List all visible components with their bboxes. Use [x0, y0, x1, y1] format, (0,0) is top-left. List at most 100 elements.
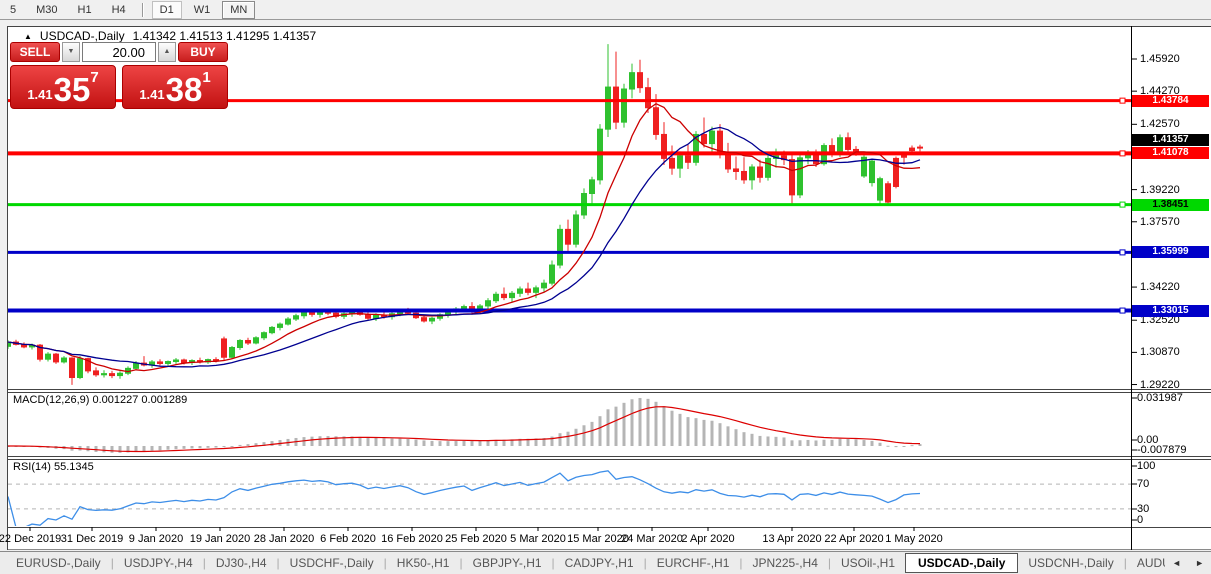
- horizontal-level-lines: [8, 97, 1131, 314]
- price-axis-tick: 1.32520: [1140, 314, 1180, 327]
- timeframe-button-5[interactable]: 5: [10, 3, 17, 16]
- date-axis-label: 9 Jan 2020: [128, 533, 184, 545]
- tab-scroll-left-icon[interactable]: ◄: [1172, 558, 1182, 568]
- price-tag-1.41357: 1.41357: [1132, 133, 1209, 146]
- chart-tab-eurusd-daily[interactable]: EURUSD-,Daily: [16, 556, 101, 570]
- price-axis-tick: 1.34220: [1140, 281, 1180, 294]
- buy-price-pip: 1: [202, 69, 211, 86]
- date-axis-label: 6 Feb 2020: [320, 533, 376, 545]
- date-axis-label: 15 Mar 2020: [567, 533, 629, 545]
- chart-canvas: [7, 26, 1211, 550]
- tab-separator: |: [276, 556, 280, 570]
- toolbar-separator: [141, 2, 144, 17]
- date-axis-label: 5 Mar 2020: [510, 533, 566, 545]
- date-axis-label: 22 Apr 2020: [824, 533, 884, 545]
- price-axis-tick: 1.45920: [1140, 53, 1180, 65]
- date-axis-label: 19 Jan 2020: [189, 533, 251, 545]
- volume-input[interactable]: [82, 42, 156, 62]
- volume-decrease-button[interactable]: ▼: [62, 42, 80, 62]
- date-axis-label: 16 Feb 2020: [381, 533, 443, 545]
- rsi-line: [8, 470, 921, 526]
- tab-separator: |: [551, 556, 555, 570]
- timeframe-button-m30[interactable]: M30: [36, 3, 58, 16]
- timeframe-toolbar: 5 M30 H1 H4 D1 W1 MN: [0, 0, 1211, 20]
- tab-separator: |: [202, 556, 206, 570]
- chart-ohlc-values: 1.41342 1.41513 1.41295 1.41357: [132, 29, 317, 43]
- tab-scroll-arrows: ◄ ►: [1165, 555, 1211, 571]
- price-axis-tick: 1.44270: [1140, 85, 1180, 98]
- sell-price-pip: 7: [90, 69, 99, 86]
- timeframe-button-h4[interactable]: H4: [111, 3, 126, 16]
- date-axis-label: 13 Apr 2020: [762, 533, 822, 545]
- panel-frame: [7, 26, 1211, 550]
- volume-increase-button[interactable]: ▲: [158, 42, 176, 62]
- timeframe-button-h1[interactable]: H1: [77, 3, 92, 16]
- price-axis-tick: 1.37570: [1140, 215, 1180, 228]
- price-tag-1.35999: 1.35999: [1132, 246, 1209, 259]
- macd-signal-line: [8, 406, 921, 453]
- timeframe-button-mn[interactable]: MN: [222, 0, 256, 19]
- buy-button[interactable]: BUY: [178, 42, 228, 62]
- sell-price-tile[interactable]: 1.41 35 7: [10, 65, 116, 109]
- date-axis-label: 31 Dec 2019: [60, 533, 124, 545]
- price-axis-tick: 1.30870: [1140, 346, 1180, 359]
- collapse-chart-icon[interactable]: ▲: [24, 31, 32, 41]
- price-axis-tick: 1.29220: [1140, 378, 1180, 391]
- price-tag-1.43784: 1.43784: [1132, 94, 1209, 107]
- timeframe-button-w1[interactable]: W1: [193, 3, 211, 16]
- chart-symbol-period: USDCAD-,Daily: [39, 29, 125, 43]
- chart-tab-cadjpy-h1[interactable]: CADJPY-,H1: [564, 556, 634, 570]
- price-tag-1.41078: 1.41078: [1132, 147, 1209, 160]
- rsi-axis-tick: 100: [1137, 460, 1156, 472]
- macd-axis-tick: 0.00: [1137, 434, 1159, 446]
- rsi-axis-tick: 0: [1137, 514, 1144, 526]
- tab-separator: |: [459, 556, 463, 570]
- tab-separator: |: [739, 556, 743, 570]
- chart-tab-audus[interactable]: AUDUS: [1136, 556, 1165, 570]
- chart-tab-gbpjpy-h1[interactable]: GBPJPY-,H1: [472, 556, 542, 570]
- buy-price-prefix: 1.41: [139, 87, 165, 102]
- macd-axis-tick: 0.031987: [1137, 392, 1183, 404]
- chart-tab-eurchf-h1[interactable]: EURCHF-,H1: [656, 556, 730, 570]
- tab-separator: |: [1123, 556, 1127, 570]
- chart-tab-usoil-h1[interactable]: USOil-,H1: [841, 556, 896, 570]
- date-axis-label: 25 Feb 2020: [445, 533, 507, 545]
- chart-tab-dj30-h4[interactable]: DJ30-,H4: [215, 556, 267, 570]
- one-click-trade-panel: SELL ▼ ▲ BUY 1.41 35 7 1.41 38 1: [10, 42, 228, 109]
- chart-tab-jpn225-h4[interactable]: JPN225-,H4: [752, 556, 818, 570]
- price-axis-tick: 1.39220: [1140, 183, 1180, 196]
- tab-separator: |: [110, 556, 114, 570]
- rsi-indicator-label: RSI(14) 55.1345: [13, 461, 94, 473]
- price-axis-tick: 1.42570: [1140, 118, 1180, 131]
- chart-tabs: EURUSD-,Daily | USDJPY-,H4 | DJ30-,H4 | USDCHF…: [6, 553, 1165, 573]
- date-axis-label: 28 Jan 2020: [253, 533, 315, 545]
- timeframe-button-d1[interactable]: D1: [151, 0, 182, 19]
- price-tag-1.38451: 1.38451: [1132, 198, 1209, 211]
- date-axis-label: 22 Dec 2019: [0, 533, 62, 545]
- rsi-level-lines: [8, 483, 1131, 510]
- chart-tab-usdchf-daily[interactable]: USDCHF-,Daily: [289, 556, 374, 570]
- date-axis-label: 2 Apr 2020: [681, 533, 735, 545]
- tab-separator: |: [643, 556, 647, 570]
- chart-tab-usdcnh-daily[interactable]: USDCNH-,Daily: [1028, 556, 1114, 570]
- chart-tab-usdcad-daily[interactable]: USDCAD-,Daily: [905, 553, 1019, 573]
- buy-price-tile[interactable]: 1.41 38 1: [122, 65, 228, 109]
- macd-histogram: [8, 397, 922, 453]
- macd-indicator-label: MACD(12,26,9) 0.001227 0.001289: [13, 394, 188, 406]
- tab-scroll-right-icon[interactable]: ►: [1195, 558, 1204, 568]
- date-axis-label: 24 Mar 2020: [621, 533, 683, 545]
- chart-tab-hk50-h1[interactable]: HK50-,H1: [396, 556, 450, 570]
- chart-tab-usdjpy-h4[interactable]: USDJPY-,H4: [123, 556, 193, 570]
- ma-slow-line: [8, 126, 921, 368]
- chart-header: ▲ USDCAD-,Daily 1.41342 1.41513 1.41295 …: [24, 29, 316, 43]
- tab-separator: |: [383, 556, 387, 570]
- tab-separator: |: [827, 556, 831, 570]
- sell-button[interactable]: SELL: [10, 42, 60, 62]
- macd-axis-tick: -0.007879: [1137, 444, 1187, 456]
- buy-price-big: 38: [165, 71, 203, 108]
- rsi-axis-tick: 30: [1137, 503, 1150, 515]
- date-axis-label: 1 May 2020: [885, 533, 943, 545]
- sell-price-big: 35: [53, 71, 91, 108]
- rsi-axis-tick: 70: [1137, 478, 1150, 490]
